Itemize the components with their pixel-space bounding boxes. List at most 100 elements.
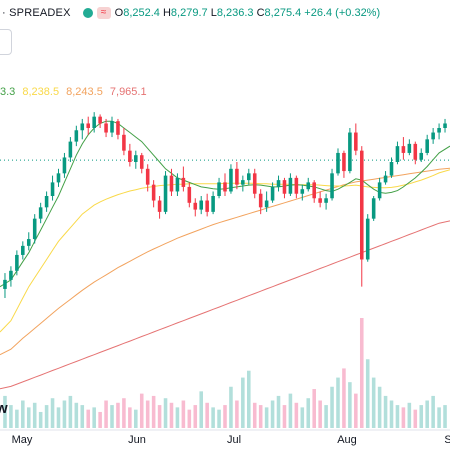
volume-bar [175, 407, 180, 428]
volume-bar [365, 359, 370, 428]
candle [145, 164, 150, 192]
candle [32, 214, 37, 244]
candle [15, 250, 19, 276]
candle-body [395, 146, 400, 162]
candle [312, 180, 316, 203]
volume-bar [104, 400, 108, 428]
candle [175, 173, 180, 196]
candle [110, 116, 114, 138]
volume-bar [26, 407, 31, 428]
symbol-source[interactable]: · SPREADEX [2, 7, 71, 19]
candle [419, 148, 424, 162]
collapse-toggle-button[interactable] [0, 29, 12, 55]
volume-bar [211, 407, 215, 428]
candle-body [336, 152, 340, 174]
x-tick-label: S [444, 434, 450, 446]
volume-bar [294, 402, 299, 428]
candle-body [50, 182, 55, 196]
candle [163, 171, 168, 215]
candle-body [282, 180, 287, 194]
low-value: 8,236.3 [216, 7, 254, 19]
volume-bar [264, 407, 269, 428]
candle [348, 128, 352, 174]
candle [235, 162, 239, 190]
candle [187, 182, 192, 208]
volume-bar [377, 386, 382, 428]
candle-body [44, 196, 49, 208]
volume-bar [407, 402, 412, 428]
volume-bar [241, 377, 245, 428]
candle [62, 152, 67, 178]
candle-body [443, 123, 447, 128]
candle-body [401, 146, 406, 153]
candle-body [229, 168, 233, 192]
close-value: 8,275.4 [264, 7, 302, 19]
candle [359, 146, 364, 287]
candle [151, 180, 156, 208]
candle-body [258, 193, 263, 208]
volume-bar [187, 409, 192, 428]
candle-body [139, 155, 144, 169]
candle-body [300, 189, 305, 194]
candle-body [348, 132, 352, 172]
volume-bar [288, 393, 293, 428]
candle [354, 123, 358, 156]
candle [139, 152, 144, 174]
candle [377, 177, 382, 201]
volume-bar [15, 409, 19, 428]
candle-body [193, 202, 198, 210]
candle-body [437, 128, 441, 133]
candle-body [3, 279, 7, 289]
candle [437, 123, 441, 140]
volume-bar [431, 395, 435, 428]
volume-bar [324, 405, 328, 428]
high-value: 8,279.7 [170, 7, 208, 19]
candle [229, 164, 233, 194]
candle-body [145, 168, 150, 185]
candle-body [306, 182, 311, 190]
candle [68, 137, 73, 162]
candle-body [104, 123, 108, 133]
volume-bar [38, 411, 43, 428]
volume-bar [32, 402, 37, 428]
volume-bar [181, 400, 186, 428]
moving-average-legend: 3.3 8,238.5 8,243.5 7,965.1 [0, 86, 151, 98]
candle [116, 118, 120, 140]
candle [258, 189, 263, 215]
change-value: +26.4 (+0.32%) [304, 7, 381, 19]
volume-bar [229, 386, 233, 428]
candle [407, 139, 412, 156]
candle [169, 168, 174, 196]
open-value: 8,252.4 [123, 7, 160, 19]
volume-bar [252, 402, 257, 428]
candle [3, 273, 7, 298]
candle-body [175, 177, 180, 192]
market-status-dot[interactable] [82, 8, 93, 18]
volume-bar [342, 368, 346, 428]
wave-icon[interactable]: ≈ [96, 7, 111, 19]
candle-body [74, 130, 79, 142]
candle-body [38, 207, 43, 219]
candle [425, 134, 429, 156]
volume-bar [21, 400, 25, 428]
volume-bar [169, 402, 174, 428]
volume-layer [3, 318, 447, 428]
candle-body [312, 182, 316, 199]
candle-body [383, 175, 388, 183]
candle [223, 173, 227, 196]
candle [74, 125, 79, 147]
volume-bar [336, 377, 340, 428]
candle-body [122, 134, 126, 151]
candle [443, 118, 447, 133]
candle [401, 137, 406, 160]
volume-bar [270, 400, 275, 428]
volume-bar [437, 407, 441, 428]
volume-bar [145, 400, 150, 428]
candle-body [211, 196, 215, 212]
x-tick-label: Aug [337, 434, 357, 446]
candle-body [294, 177, 299, 194]
low-key: L [210, 7, 217, 19]
volume-bar [62, 400, 67, 428]
candle [205, 193, 209, 217]
